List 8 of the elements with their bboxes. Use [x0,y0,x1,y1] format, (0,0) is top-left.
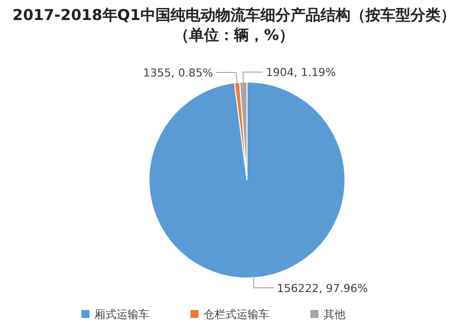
data-label: 1355, 0.85% [143,66,214,80]
legend-label: 其他 [324,308,346,321]
chart-subtitle: （单位：辆，%） [174,26,294,44]
chart-title: 2017-2018年Q1中国纯电动物流车细分产品结构（按车型分类） [12,6,456,24]
data-label: 1904, 1.19% [266,66,336,80]
data-label: 156222, 97.96% [276,282,368,295]
legend-label: 厢式运输车 [94,308,150,321]
legend-label: 仓栏式运输车 [204,308,270,321]
